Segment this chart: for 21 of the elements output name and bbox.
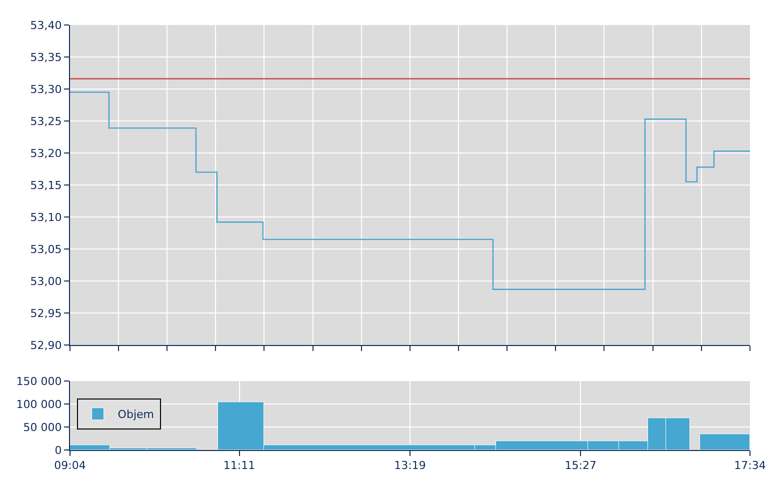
y-tick-label: 0 — [54, 444, 62, 457]
x-tick-label: 15:27 — [564, 459, 596, 472]
y-tick-label: 53,15 — [30, 178, 62, 192]
x-tick-label: 11:11 — [223, 459, 256, 472]
y-tick-label: 53,40 — [30, 18, 62, 32]
y-tick-label: 100 000 — [16, 398, 62, 411]
y-tick-label: 150 000 — [16, 375, 62, 388]
legend-label: Objem — [118, 408, 154, 422]
y-tick-label: 53,10 — [30, 210, 62, 224]
x-tick-label: 13:19 — [394, 459, 426, 472]
y-tick-label: 53,00 — [30, 274, 62, 288]
y-tick-label: 52,95 — [30, 306, 62, 320]
x-tick-label: 17:34 — [734, 459, 766, 472]
y-tick-label: 53,20 — [30, 146, 62, 160]
y-tick-label: 50 000 — [23, 420, 62, 434]
y-tick-label: 53,30 — [30, 82, 62, 96]
y-tick-label: 52,90 — [30, 338, 62, 352]
y-tick-label: 53,25 — [30, 114, 62, 128]
y-tick-label: 53,35 — [30, 50, 62, 64]
x-tick-label: 09:04 — [54, 459, 86, 472]
y-tick-label: 53,05 — [30, 242, 62, 256]
